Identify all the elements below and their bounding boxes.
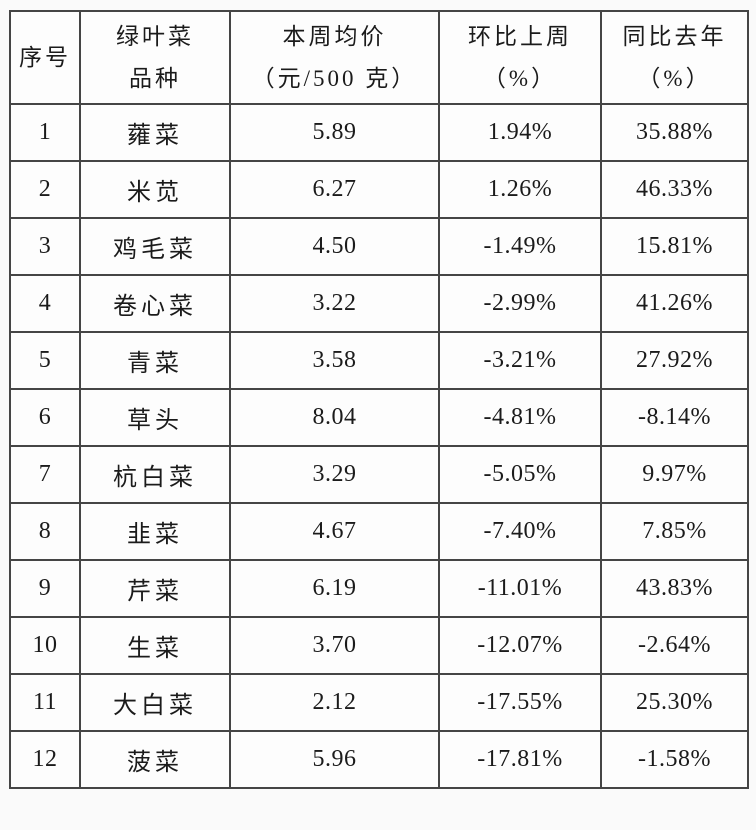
cell-variety: 大白菜 xyxy=(79,673,231,732)
cell-yoy: 7.85% xyxy=(600,502,749,561)
cell-index: 12 xyxy=(9,730,81,789)
cell-price: 6.19 xyxy=(229,559,440,618)
cell-index: 8 xyxy=(9,502,81,561)
cell-index: 11 xyxy=(9,673,81,732)
cell-variety: 韭菜 xyxy=(79,502,231,561)
cell-yoy: -2.64% xyxy=(600,616,749,675)
col-header-wow-line1: 环比上周 xyxy=(468,23,572,49)
cell-wow: -1.49% xyxy=(438,217,602,276)
cell-wow: 1.26% xyxy=(438,160,602,219)
cell-index: 1 xyxy=(9,103,81,162)
cell-price: 3.22 xyxy=(229,274,440,333)
cell-index: 6 xyxy=(9,388,81,447)
cell-yoy: 25.30% xyxy=(600,673,749,732)
cell-yoy: 46.33% xyxy=(600,160,749,219)
col-header-price-line2: （元/500 克） xyxy=(251,65,418,91)
leafy-vegetable-price-table: 序号 绿叶菜 品种 本周均价 （元/500 克） 环比上周 （%） 同比去年 （… xyxy=(9,10,749,789)
cell-variety: 草头 xyxy=(79,388,231,447)
table-row: 12 菠菜 5.96 -17.81% -1.58% xyxy=(9,730,749,789)
cell-price: 4.50 xyxy=(229,217,440,276)
table-row: 3 鸡毛菜 4.50 -1.49% 15.81% xyxy=(9,217,749,276)
cell-yoy: -1.58% xyxy=(600,730,749,789)
table-row: 4 卷心菜 3.22 -2.99% 41.26% xyxy=(9,274,749,333)
cell-wow: -4.81% xyxy=(438,388,602,447)
cell-variety: 生菜 xyxy=(79,616,231,675)
cell-index: 2 xyxy=(9,160,81,219)
table-row: 1 蕹菜 5.89 1.94% 35.88% xyxy=(9,103,749,162)
cell-variety: 菠菜 xyxy=(79,730,231,789)
cell-index: 5 xyxy=(9,331,81,390)
table-row: 9 芹菜 6.19 -11.01% 43.83% xyxy=(9,559,749,618)
cell-price: 5.96 xyxy=(229,730,440,789)
cell-price: 2.12 xyxy=(229,673,440,732)
table-row: 5 青菜 3.58 -3.21% 27.92% xyxy=(9,331,749,390)
cell-variety: 杭白菜 xyxy=(79,445,231,504)
cell-variety: 蕹菜 xyxy=(79,103,231,162)
cell-variety: 芹菜 xyxy=(79,559,231,618)
col-header-variety-line2: 品种 xyxy=(129,65,181,91)
col-header-price: 本周均价 （元/500 克） xyxy=(229,10,440,105)
cell-price: 4.67 xyxy=(229,502,440,561)
cell-variety: 鸡毛菜 xyxy=(79,217,231,276)
cell-index: 3 xyxy=(9,217,81,276)
cell-yoy: 15.81% xyxy=(600,217,749,276)
table-row: 8 韭菜 4.67 -7.40% 7.85% xyxy=(9,502,749,561)
col-header-price-line1: 本周均价 xyxy=(282,23,387,49)
cell-wow: -11.01% xyxy=(438,559,602,618)
cell-wow: -12.07% xyxy=(438,616,602,675)
col-header-yoy-line2: （%） xyxy=(637,65,712,91)
table-header: 序号 绿叶菜 品种 本周均价 （元/500 克） 环比上周 （%） 同比去年 （… xyxy=(9,10,749,105)
cell-yoy: 27.92% xyxy=(600,331,749,390)
cell-yoy: 35.88% xyxy=(600,103,749,162)
cell-index: 9 xyxy=(9,559,81,618)
col-header-index-label: 序号 xyxy=(19,44,71,70)
cell-price: 5.89 xyxy=(229,103,440,162)
cell-variety: 青菜 xyxy=(79,331,231,390)
table-row: 6 草头 8.04 -4.81% -8.14% xyxy=(9,388,749,447)
cell-variety: 米苋 xyxy=(79,160,231,219)
cell-variety: 卷心菜 xyxy=(79,274,231,333)
table-row: 7 杭白菜 3.29 -5.05% 9.97% xyxy=(9,445,749,504)
cell-price: 3.58 xyxy=(229,331,440,390)
cell-wow: -17.55% xyxy=(438,673,602,732)
cell-index: 7 xyxy=(9,445,81,504)
col-header-variety: 绿叶菜 品种 xyxy=(79,10,231,105)
col-header-wow: 环比上周 （%） xyxy=(438,10,602,105)
cell-price: 3.70 xyxy=(229,616,440,675)
cell-wow: -2.99% xyxy=(438,274,602,333)
col-header-yoy: 同比去年 （%） xyxy=(600,10,749,105)
cell-wow: 1.94% xyxy=(438,103,602,162)
header-row: 序号 绿叶菜 品种 本周均价 （元/500 克） 环比上周 （%） 同比去年 （… xyxy=(9,10,749,105)
cell-yoy: 41.26% xyxy=(600,274,749,333)
cell-price: 6.27 xyxy=(229,160,440,219)
cell-wow: -5.05% xyxy=(438,445,602,504)
cell-yoy: 43.83% xyxy=(600,559,749,618)
cell-index: 4 xyxy=(9,274,81,333)
cell-price: 3.29 xyxy=(229,445,440,504)
cell-wow: -7.40% xyxy=(438,502,602,561)
cell-wow: -3.21% xyxy=(438,331,602,390)
cell-index: 10 xyxy=(9,616,81,675)
table-body: 1 蕹菜 5.89 1.94% 35.88% 2 米苋 6.27 1.26% 4… xyxy=(9,103,749,789)
table-row: 10 生菜 3.70 -12.07% -2.64% xyxy=(9,616,749,675)
cell-yoy: 9.97% xyxy=(600,445,749,504)
col-header-wow-line2: （%） xyxy=(482,65,558,91)
cell-yoy: -8.14% xyxy=(600,388,749,447)
table-row: 2 米苋 6.27 1.26% 46.33% xyxy=(9,160,749,219)
cell-price: 8.04 xyxy=(229,388,440,447)
table-row: 11 大白菜 2.12 -17.55% 25.30% xyxy=(9,673,749,732)
col-header-index: 序号 xyxy=(9,10,81,105)
cell-wow: -17.81% xyxy=(438,730,602,789)
col-header-variety-line1: 绿叶菜 xyxy=(116,23,194,49)
col-header-yoy-line1: 同比去年 xyxy=(622,23,727,49)
